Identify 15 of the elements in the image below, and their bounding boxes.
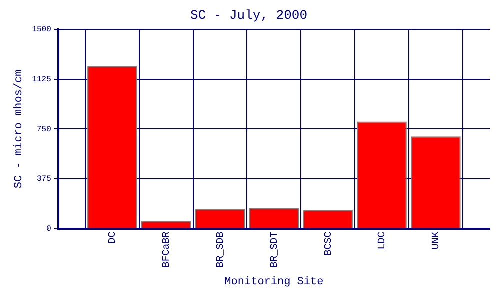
y-axis-title: SC - micro mhos/cm bbox=[14, 69, 26, 189]
y-tick-label: 1500 bbox=[32, 26, 52, 35]
x-tick-label: BR_SDT bbox=[270, 232, 281, 268]
x-tick-label: UNK bbox=[432, 232, 443, 250]
x-tick-label: BCSC bbox=[324, 232, 335, 256]
x-tick-label: LDC bbox=[378, 232, 389, 250]
x-tick-label: BR_SDB bbox=[216, 232, 227, 268]
y-tick-label: 1125 bbox=[32, 76, 52, 85]
y-tick-label: 375 bbox=[36, 175, 52, 184]
chart-title: SC - July, 2000 bbox=[190, 8, 308, 24]
x-tick-label: BFCaBR bbox=[162, 232, 173, 268]
x-axis-title: Monitoring Site bbox=[224, 276, 324, 288]
x-tick-label: DC bbox=[108, 232, 119, 244]
y-tick-label: 0 bbox=[46, 224, 52, 234]
y-tick-label: 750 bbox=[36, 125, 52, 134]
